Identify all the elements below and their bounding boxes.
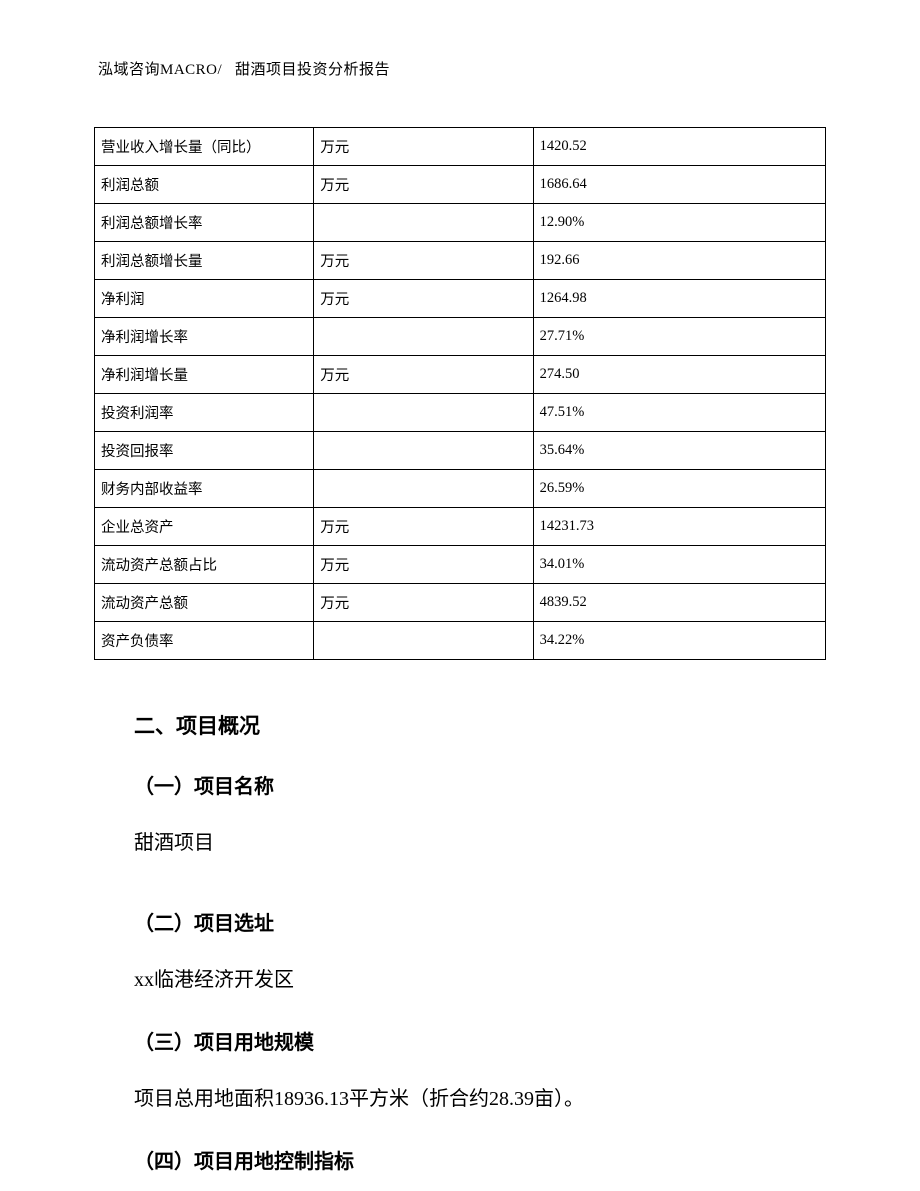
table-cell: 1420.52 (533, 128, 825, 166)
table-cell: 1264.98 (533, 280, 825, 318)
table-cell (314, 394, 533, 432)
table-cell: 1686.64 (533, 166, 825, 204)
table-cell: 192.66 (533, 242, 825, 280)
table-cell: 14231.73 (533, 508, 825, 546)
table-cell: 净利润增长量 (95, 356, 314, 394)
table-row: 企业总资产万元14231.73 (95, 508, 826, 546)
subsection-3-body: 项目总用地面积18936.13平方米（折合约28.39亩）。 (134, 1083, 786, 1115)
table-cell: 万元 (314, 128, 533, 166)
table-cell: 万元 (314, 166, 533, 204)
table-row: 利润总额万元1686.64 (95, 166, 826, 204)
table-cell: 营业收入增长量（同比） (95, 128, 314, 166)
table-row: 流动资产总额占比万元34.01% (95, 546, 826, 584)
table-cell: 27.71% (533, 318, 825, 356)
table-cell: 12.90% (533, 204, 825, 242)
subsection-2-title: （二）项目选址 (134, 907, 786, 936)
table-cell (314, 204, 533, 242)
subsection-1-body: 甜酒项目 (134, 827, 786, 859)
table-cell: 26.59% (533, 470, 825, 508)
header-doc-title: 甜酒项目投资分析报告 (235, 62, 390, 78)
table-cell: 净利润 (95, 280, 314, 318)
table-cell: 利润总额 (95, 166, 314, 204)
header-company: 泓域咨询MACRO/ (98, 62, 222, 78)
table-cell: 34.01% (533, 546, 825, 584)
spacer (134, 889, 786, 907)
table-cell: 利润总额增长率 (95, 204, 314, 242)
table-row: 净利润增长量万元274.50 (95, 356, 826, 394)
table-cell: 万元 (314, 242, 533, 280)
page: 泓域咨询MACRO/ 甜酒项目投资分析报告 营业收入增长量（同比）万元1420.… (0, 0, 920, 1191)
table-cell (314, 622, 533, 660)
table-cell: 投资利润率 (95, 394, 314, 432)
table-cell: 利润总额增长量 (95, 242, 314, 280)
table-cell: 万元 (314, 356, 533, 394)
table-cell: 企业总资产 (95, 508, 314, 546)
table-row: 投资回报率 35.64% (95, 432, 826, 470)
table-cell: 万元 (314, 584, 533, 622)
content-body: 二、项目概况 （一）项目名称 甜酒项目 （二）项目选址 xx临港经济开发区 （三… (94, 710, 826, 1174)
subsection-2-body: xx临港经济开发区 (134, 964, 786, 996)
table-row: 净利润增长率 27.71% (95, 318, 826, 356)
table-cell: 流动资产总额占比 (95, 546, 314, 584)
table-row: 财务内部收益率 26.59% (95, 470, 826, 508)
table-cell: 净利润增长率 (95, 318, 314, 356)
table-cell: 万元 (314, 280, 533, 318)
page-header: 泓域咨询MACRO/ 甜酒项目投资分析报告 (98, 58, 826, 79)
table-cell: 资产负债率 (95, 622, 314, 660)
table-cell (314, 432, 533, 470)
table-cell: 流动资产总额 (95, 584, 314, 622)
subsection-3-title: （三）项目用地规模 (134, 1026, 786, 1055)
table-cell: 万元 (314, 546, 533, 584)
subsection-1-title: （一）项目名称 (134, 770, 786, 799)
table-row: 资产负债率 34.22% (95, 622, 826, 660)
metrics-table: 营业收入增长量（同比）万元1420.52利润总额万元1686.64利润总额增长率… (94, 127, 826, 660)
table-cell: 47.51% (533, 394, 825, 432)
table-cell (314, 318, 533, 356)
table-cell: 35.64% (533, 432, 825, 470)
table-cell: 274.50 (533, 356, 825, 394)
table-cell (314, 470, 533, 508)
table-row: 流动资产总额万元4839.52 (95, 584, 826, 622)
table-row: 投资利润率 47.51% (95, 394, 826, 432)
table-row: 营业收入增长量（同比）万元1420.52 (95, 128, 826, 166)
table-row: 净利润万元1264.98 (95, 280, 826, 318)
section-2-heading: 二、项目概况 (134, 710, 786, 740)
table-row: 利润总额增长量万元192.66 (95, 242, 826, 280)
table-cell: 34.22% (533, 622, 825, 660)
subsection-4-title: （四）项目用地控制指标 (134, 1145, 786, 1174)
table-cell: 财务内部收益率 (95, 470, 314, 508)
table-cell: 万元 (314, 508, 533, 546)
table-cell: 4839.52 (533, 584, 825, 622)
table-cell: 投资回报率 (95, 432, 314, 470)
table-row: 利润总额增长率 12.90% (95, 204, 826, 242)
